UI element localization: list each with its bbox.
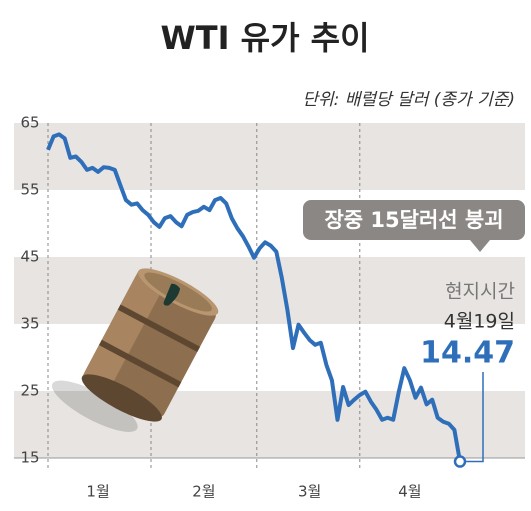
y-tick-label: 25 — [20, 382, 39, 400]
callout-pointer — [470, 240, 490, 252]
y-tick-label: 15 — [20, 449, 39, 467]
oil-barrel — [51, 268, 219, 432]
x-tick-label: 2월 — [192, 483, 215, 501]
y-tick-label: 55 — [20, 181, 39, 199]
grid-band — [14, 391, 525, 458]
plot — [46, 132, 484, 468]
grid-band — [14, 257, 525, 324]
callout-text: 장중 15달러선 붕괴 — [324, 208, 503, 232]
x-tick-label: 1월 — [86, 483, 109, 501]
last-point — [453, 455, 467, 468]
x-tick-label: 3월 — [298, 483, 321, 501]
grid-band — [14, 123, 525, 190]
chart-subtitle: 단위: 배럴당 달러 (종가 기준) — [302, 90, 515, 110]
y-tick-label: 35 — [20, 315, 39, 333]
callout-box — [303, 200, 525, 240]
chart-title: WTI 유가 추이 — [160, 19, 369, 57]
x-tick-label: 4월 — [398, 483, 421, 501]
date-note: 현지시간 — [445, 281, 515, 303]
last-value-label: 14.47 — [420, 336, 515, 371]
bands — [14, 123, 525, 458]
y-tick-label: 45 — [20, 248, 39, 266]
label-connector — [465, 372, 484, 463]
date-label: 4월19일 — [444, 311, 515, 333]
callout: 장중 15달러선 붕괴 — [303, 200, 525, 252]
y-tick-label: 65 — [20, 114, 39, 132]
price-line — [46, 132, 462, 462]
